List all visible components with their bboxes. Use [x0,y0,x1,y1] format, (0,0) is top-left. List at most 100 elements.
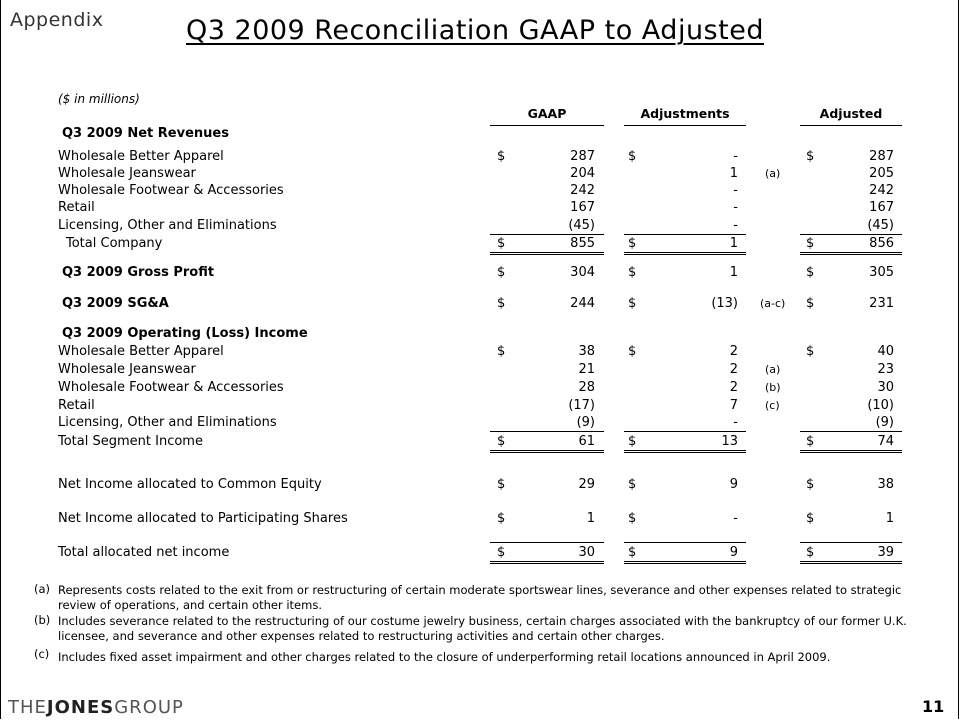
adjustment-value: - [733,149,738,164]
footnote-text-b: Includes severance related to the restru… [58,614,907,643]
gaap-value: 38 [578,344,595,359]
column-header-adjusted: Adjusted [800,106,902,126]
footnote-ref: (a-c) [760,297,786,310]
adjustment-value: 1 [729,236,738,251]
row-label: Wholesale Better Apparel [58,149,224,164]
dollar-sign: $ [628,344,637,359]
dollar-sign: $ [628,477,637,492]
gaap-value: 61 [578,434,595,449]
dollar-sign: $ [497,545,506,560]
table-row-gross-profit: Q3 2009 Gross Profit $ 304 $ 1 $ 305 [0,264,960,281]
row-label: Retail [58,398,95,413]
dollar-sign: $ [806,477,815,492]
dollar-sign: $ [806,149,815,164]
adjustment-value: 2 [729,362,738,377]
adjustment-value: 9 [729,477,738,492]
dollar-sign: $ [497,296,506,311]
table-row: Wholesale Footwear & Accessories 242 - 2… [0,182,960,199]
adjustment-value: - [733,415,738,430]
gaap-value: 1 [586,511,595,526]
gaap-value: 855 [570,236,595,251]
row-label: Net Income allocated to Participating Sh… [58,511,348,526]
table-row: Wholesale Better Apparel $ 287 $ - $ 287 [0,148,960,165]
footnote-ref: (a) [765,363,781,376]
adjustment-value: 2 [729,344,738,359]
table-row: Wholesale Footwear & Accessories 28 2 (b… [0,379,960,396]
total-rule [490,450,604,453]
gaap-value: 287 [570,149,595,164]
subtotal-rule [800,234,902,235]
row-label: Net Income allocated to Common Equity [58,477,322,492]
row-label: Wholesale Better Apparel [58,344,224,359]
gaap-value: (17) [568,398,595,413]
row-label: Wholesale Footwear & Accessories [58,380,284,395]
table-row-total: Total Segment Income $ 61 $ 13 $ 74 [0,433,960,450]
gaap-value: 28 [578,380,595,395]
adjusted-value: 1 [885,511,894,526]
dollar-sign: $ [497,265,506,280]
table-row: Net Income allocated to Common Equity $ … [0,476,960,493]
footnote-mark-b: (b) [34,613,51,627]
total-rule [624,252,746,255]
adjusted-value: (45) [867,218,894,233]
row-label: Licensing, Other and Eliminations [58,218,277,233]
adjustment-value: 9 [729,545,738,560]
adjusted-value: 231 [869,296,894,311]
adjustment-value: 7 [729,398,738,413]
adjustment-value: - [733,218,738,233]
adjusted-value: 38 [877,477,894,492]
adjusted-value: 287 [869,149,894,164]
adjustment-value: 1 [729,166,738,181]
dollar-sign: $ [628,236,637,251]
table-row-total: Total allocated net income $ 30 $ 9 $ 39 [0,544,960,561]
adjusted-value: 30 [877,380,894,395]
total-rule [490,561,604,564]
gaap-value: 244 [570,296,595,311]
subtotal-rule [624,542,746,543]
logo-jones: JONES [46,697,115,718]
footnote-ref: (a) [765,167,781,180]
dollar-sign: $ [628,265,637,280]
units-note: ($ in millions) [58,92,140,106]
adjusted-value: 242 [869,183,894,198]
adjusted-value: 305 [869,265,894,280]
total-rule [490,252,604,255]
total-rule [624,561,746,564]
adjusted-value: 856 [869,236,894,251]
gaap-value: 29 [578,477,595,492]
dollar-sign: $ [628,149,637,164]
section-label: Appendix [10,9,104,31]
dollar-sign: $ [628,296,637,311]
row-label: Total Segment Income [58,434,203,449]
dollar-sign: $ [628,434,637,449]
table-row-total: Total Company $ 855 $ 1 $ 856 [0,235,960,252]
section-header-operating: Q3 2009 Operating (Loss) Income [0,325,960,342]
gaap-value: 204 [570,166,595,181]
adjustment-value: - [733,183,738,198]
total-rule [624,450,746,453]
footnote-text-c: Includes fixed asset impairment and othe… [58,650,831,664]
adjusted-value: 167 [869,200,894,215]
footnote-ref: (c) [765,399,780,412]
total-rule [800,252,902,255]
table-row-sga: Q3 2009 SG&A $ 244 $ (13) (a-c) $ 231 [0,295,960,312]
row-label: Licensing, Other and Eliminations [58,415,277,430]
gaap-value: 21 [578,362,595,377]
footnote-mark-a: (a) [34,582,51,596]
table-row: Net Income allocated to Participating Sh… [0,510,960,527]
table-row: Wholesale Better Apparel $ 38 $ 2 $ 40 [0,343,960,360]
adjustment-value: 1 [729,265,738,280]
logo-the: THE [8,697,47,718]
page-number: 11 [922,697,945,716]
adjusted-value: 74 [877,434,894,449]
row-label: Wholesale Jeanswear [58,166,196,181]
footnote-text-a: Represents costs related to the exit fro… [58,583,902,612]
adjusted-value: 40 [877,344,894,359]
adjustment-value: 13 [721,434,738,449]
dollar-sign: $ [806,265,815,280]
dollar-sign: $ [806,236,815,251]
footnote-mark-c: (c) [34,647,50,661]
dollar-sign: $ [806,344,815,359]
total-rule [800,561,902,564]
